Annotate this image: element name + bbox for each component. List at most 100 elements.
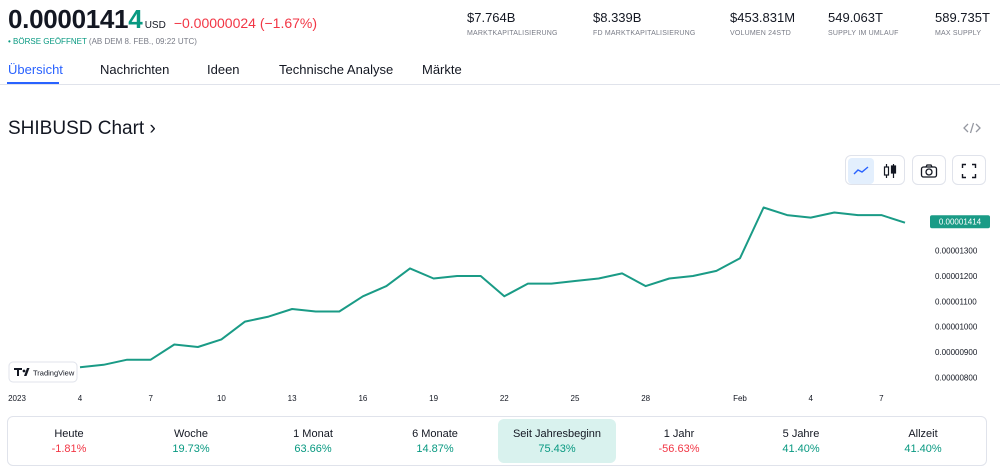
period-value: 41.40% [782, 443, 820, 455]
camera-icon [920, 164, 938, 178]
stat-market-cap: $7.764B MARKTKAPITALISIERUNG [467, 10, 558, 37]
stat-value: $453.831M [730, 10, 796, 25]
y-tick-label: 0.00001100 [935, 297, 977, 306]
price-change: −0.00000024 (−1.67%) [174, 15, 317, 31]
period-today[interactable]: Heute -1.81% [10, 419, 128, 463]
period-6-months[interactable]: 6 Monate 14.87% [376, 419, 494, 463]
active-tab-indicator [7, 82, 59, 84]
x-tick-label: 4 [808, 394, 813, 403]
x-tick-label: 7 [148, 394, 153, 403]
x-tick-label: 2023 [8, 394, 26, 403]
x-tick-label: 13 [288, 394, 297, 403]
period-label: Heute [54, 428, 84, 440]
current-price-label: 0.00001414 [939, 218, 982, 227]
period-1-year[interactable]: 1 Jahr -56.63% [620, 419, 738, 463]
price-change-absolute: −0.00000024 [173, 15, 256, 31]
tab-news[interactable]: Nachrichten [100, 62, 170, 77]
status-time: (AB DEM 8. FEB., 09:22 UTC) [88, 37, 197, 46]
y-axis: 0.00000800 0.00000900 0.00001000 0.00001100… [935, 247, 978, 383]
price-line [79, 206, 906, 369]
market-status: • BÖRSE GEÖFFNET (AB DEM 8. FEB., 09:22 … [8, 37, 317, 46]
tab-markets[interactable]: Märkte [422, 62, 462, 77]
period-value: 41.40% [904, 443, 942, 455]
line-chart-icon [853, 166, 869, 175]
stat-circulating-supply: 549.063T SUPPLY IM UMLAUF [828, 10, 899, 37]
stat-value: $8.339B [593, 10, 642, 25]
price-change-percent: (−1.67%) [259, 15, 318, 31]
status-dot-icon: • [8, 37, 11, 46]
price-value: 0.0000141 [8, 4, 129, 34]
tab-overview[interactable]: Übersicht [8, 62, 63, 77]
period-1-month[interactable]: 1 Monat 63.66% [254, 419, 372, 463]
x-tick-label: 16 [358, 394, 367, 403]
period-all-time[interactable]: Allzeit 41.40% [864, 419, 982, 463]
period-label: 1 Jahr [663, 428, 695, 440]
period-label: 5 Jahre [782, 428, 820, 440]
x-tick-label: 22 [500, 394, 509, 403]
price-chart[interactable]: 0.00000800 0.00000900 0.00001000 0.00001100… [0, 190, 1000, 410]
stat-value: 549.063T [828, 10, 883, 25]
stat-label: SUPPLY IM UMLAUF [828, 30, 899, 37]
fullscreen-group [952, 155, 986, 185]
chart-title-link[interactable]: SHIBUSD Chart › [8, 118, 156, 140]
x-tick-label: 7 [879, 394, 884, 403]
snapshot-button[interactable] [916, 158, 942, 184]
x-tick-label: 25 [571, 394, 580, 403]
price-currency: USD [144, 20, 166, 31]
stat-label: MAX SUPPLY [935, 30, 982, 37]
current-price-tag-background [930, 215, 990, 229]
candles-button[interactable] [877, 158, 903, 184]
stat-value: 589.735T [935, 10, 990, 25]
chevron-right-icon: › [149, 118, 156, 139]
line-chart-button[interactable] [848, 158, 874, 184]
period-label: 1 Monat [293, 428, 333, 440]
price-row: 0.0000141 4 USD −0.00000024 (−1.67%) [8, 4, 317, 35]
period-value: 14.87% [416, 443, 454, 455]
x-tick-label: Feb [733, 394, 747, 403]
chart-type-group [845, 155, 905, 185]
x-axis: 2023 4 7 10 13 16 19 22 25 28 Feb 4 7 [8, 394, 884, 403]
period-ytd[interactable]: Seit Jahresbeginn 75.43% [498, 419, 616, 463]
tab-bar: Übersicht Nachrichten Ideen Technische A… [0, 58, 1000, 85]
period-label: Seit Jahresbeginn [512, 428, 602, 440]
tradingview-logo-text: TradingView [33, 369, 75, 378]
tradingview-logo[interactable]: TradingView [8, 361, 78, 383]
period-value: 19.73% [172, 443, 210, 455]
stat-fd-market-cap: $8.339B FD MARKTKAPITALISIERUNG [593, 10, 695, 37]
period-value: -1.81% [51, 443, 87, 455]
price-block: 0.0000141 4 USD −0.00000024 (−1.67%) • BÖR… [8, 4, 317, 46]
period-label: Allzeit [908, 428, 938, 440]
stat-label: VOLUMEN 24STD [730, 30, 791, 37]
snapshot-group [912, 155, 946, 185]
embed-code-icon[interactable] [962, 120, 982, 136]
tab-technical-analysis[interactable]: Technische Analyse [279, 62, 394, 77]
chart-title: SHIBUSD Chart [8, 118, 145, 139]
period-week[interactable]: Woche 19.73% [132, 419, 250, 463]
period-label: 6 Monate [412, 428, 458, 440]
period-value: 75.43% [538, 443, 576, 455]
y-tick-label: 0.00001300 [935, 247, 978, 256]
candles-icon [883, 164, 897, 178]
stat-value: $7.764B [467, 10, 516, 25]
period-label: Woche [173, 428, 209, 440]
stat-label: FD MARKTKAPITALISIERUNG [593, 30, 696, 37]
y-tick-label: 0.00000800 [935, 374, 978, 383]
performance-periods: Heute -1.81% Woche 19.73% 1 Monat 63.66%… [7, 416, 987, 466]
key-stats: $7.764B MARKTKAPITALISIERUNG $8.339B FD … [0, 10, 1000, 40]
tradingview-logo-icon [14, 368, 30, 376]
y-tick-label: 0.00000900 [935, 348, 978, 357]
stat-volume: $453.831M VOLUMEN 24STD [730, 10, 795, 37]
price-last-digit: 4 [128, 4, 143, 34]
stat-max-supply: 589.735T MAX SUPPLY [935, 10, 990, 37]
y-tick-label: 0.00001200 [935, 272, 978, 281]
x-tick-label: 4 [78, 394, 83, 403]
status-open-label: BÖRSE GEÖFFNET [13, 37, 87, 46]
stat-label: MARKTKAPITALISIERUNG [467, 30, 558, 37]
tab-ideas[interactable]: Ideen [207, 62, 240, 77]
x-tick-label: 19 [429, 394, 438, 403]
period-5-years[interactable]: 5 Jahre 41.40% [742, 419, 860, 463]
x-tick-label: 10 [217, 394, 226, 403]
fullscreen-button[interactable] [956, 158, 982, 184]
period-value: -56.63% [658, 443, 700, 455]
period-value: 63.66% [294, 443, 332, 455]
